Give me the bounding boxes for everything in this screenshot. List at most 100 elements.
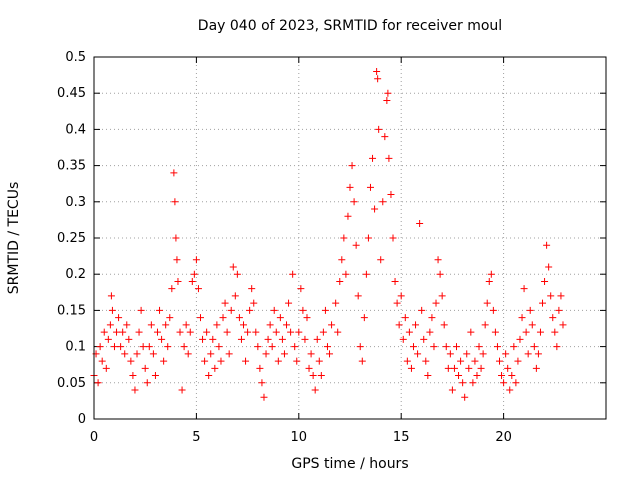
data-point [110,343,118,351]
y-tick-label: 0.1 [65,340,86,355]
data-point [399,335,407,343]
data-point [119,328,127,336]
data-point [457,357,465,365]
data-points [90,67,567,401]
data-point [287,328,295,336]
data-point [416,220,424,228]
data-point [190,270,198,278]
data-point [229,263,237,271]
data-point [272,328,280,336]
data-point [194,285,202,293]
data-point [307,350,315,358]
data-point [438,292,446,300]
data-point [213,321,221,329]
data-point [369,154,377,162]
data-point [166,314,174,322]
data-point [207,350,215,358]
data-point [395,321,403,329]
data-point [514,357,522,365]
data-point [164,343,172,351]
data-point [364,234,372,242]
data-point [412,321,420,329]
data-point [174,277,182,285]
data-point [360,314,368,322]
data-point [489,306,497,314]
data-point [133,350,141,358]
data-point [100,328,108,336]
data-point [354,292,362,300]
data-point [471,357,479,365]
data-point [510,343,518,351]
data-point [446,350,454,358]
grid-lines [94,57,606,419]
data-point [311,386,319,394]
data-point [334,328,342,336]
data-point [450,364,458,372]
data-point [315,357,323,365]
data-point [487,270,495,278]
data-point [532,364,540,372]
y-tick-label: 0.45 [57,86,86,101]
data-point [373,67,381,75]
data-point [379,198,387,206]
data-point [448,386,456,394]
data-point [340,234,348,242]
data-point [278,335,286,343]
data-point [209,335,217,343]
data-point [557,292,565,300]
data-point [547,292,555,300]
data-point [483,299,491,307]
data-point [256,364,264,372]
data-point [506,386,514,394]
data-point [452,343,460,351]
data-point [524,350,532,358]
data-point [151,372,159,380]
data-point [254,343,262,351]
data-point [94,379,102,387]
y-tick-label: 0 [78,412,86,427]
data-point [171,198,179,206]
data-point [244,328,252,336]
data-point [481,321,489,329]
data-point [401,314,409,322]
data-point [317,372,325,380]
y-tick-label: 0.35 [57,159,86,174]
data-point [465,364,473,372]
data-point [149,350,157,358]
data-point [336,277,344,285]
y-tick-label: 0.05 [57,376,86,391]
data-point [170,169,178,177]
data-point [258,379,266,387]
data-point [172,234,180,242]
data-point [264,335,272,343]
data-point [117,343,125,351]
data-point [512,379,520,387]
data-point [125,335,133,343]
data-point [235,314,243,322]
data-point [260,393,268,401]
data-point [366,183,374,191]
data-point [555,306,563,314]
data-point [143,379,151,387]
data-point [141,364,149,372]
data-point [121,350,129,358]
data-point [250,299,258,307]
plot-frame [93,56,607,420]
data-point [276,314,284,322]
data-point [493,343,501,351]
x-tick-label: 0 [90,430,98,445]
data-point [211,364,219,372]
data-point [270,306,278,314]
data-point [297,285,305,293]
y-axis-label: SRMTID / TECUs [6,181,22,295]
data-point [221,299,229,307]
data-point [285,299,293,307]
data-point [463,350,471,358]
data-point [526,306,534,314]
data-point [371,205,379,213]
data-point [383,96,391,104]
data-point [346,183,354,191]
y-tick-label: 0.5 [65,50,86,65]
data-point [323,343,331,351]
